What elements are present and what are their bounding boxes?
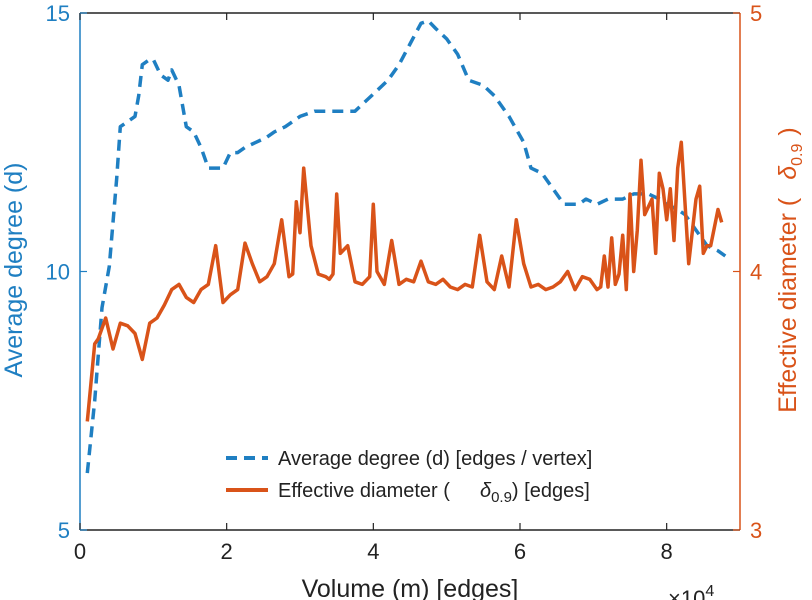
x-exponent: ×104 [668,583,714,600]
y-left-tick-label: 15 [46,1,70,26]
y-axis-right-label: Effective diameter ( δ0.9) [774,127,806,412]
legend-label-effective-diameter: Effective diameter ( δ0.9) [edges] [278,480,590,506]
legend-box [218,437,668,509]
y-right-tick-label: 4 [750,260,762,285]
legend: Average degree (d) [edges / vertex] Effe… [218,437,668,509]
y-axis-left-label: Average degree (d) [0,163,28,378]
y-right-label-symbol: δ [774,165,802,180]
y-left-tick-label: 5 [58,518,70,543]
y-left-tick-label: 10 [46,260,70,285]
y-right-label-sub: 0.9 [789,144,806,166]
series-line-average-degree [85,19,727,474]
x-tick-label: 8 [661,539,673,564]
x-tick-label: 2 [221,539,233,564]
y-right-tick-label: 3 [750,518,762,543]
legend-ed-rest: ) [edges] [512,480,590,502]
series-layer [85,19,727,474]
series-line-effective-diameter [85,140,724,422]
y-right-label-close: ) [774,127,802,135]
legend-ed-main: Effective diameter ( [278,480,450,502]
y-right-tick-label: 5 [750,1,762,26]
legend-label-average-degree: Average degree (d) [edges / vertex] [278,448,592,470]
x-tick-label: 0 [74,539,86,564]
legend-ed-sub: 0.9 [491,489,512,506]
legend-ed-symbol: δ [480,480,492,502]
x-exponent-power: 4 [705,583,714,600]
x-tick-label: 6 [514,539,526,564]
y-right-label-main: Effective diameter ( [774,197,802,413]
x-tick-label: 4 [367,539,379,564]
ticks-layer: 0 2 4 6 8 5 10 15 3 4 5 [46,1,763,564]
x-exponent-base: ×10 [668,586,705,600]
x-axis-label: Volume (m) [edges] [302,575,519,600]
